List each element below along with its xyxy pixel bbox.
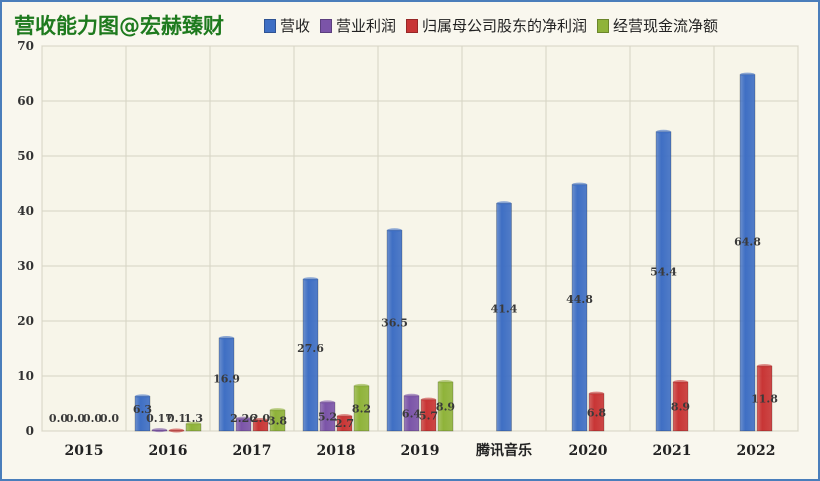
bar-cap-2-1 — [169, 428, 184, 433]
x-tick-label: 腾讯音乐 — [476, 442, 532, 459]
bar-0-6 — [571, 184, 588, 432]
data-label-2-4: 5.7 — [419, 409, 438, 422]
legend-swatch-operating-profit — [320, 18, 333, 33]
data-label-2-6: 6.8 — [587, 406, 606, 419]
data-label-2-7: 8.9 — [671, 401, 690, 414]
data-label-3-2: 3.8 — [268, 415, 287, 428]
bar-cap-0-7 — [656, 129, 671, 134]
bar-cap-2-4 — [421, 397, 436, 402]
x-tick-label: 2020 — [569, 443, 608, 459]
data-label-3-4: 8.9 — [436, 401, 455, 414]
x-tick-label: 2021 — [653, 443, 692, 459]
bar-cap-2-8 — [757, 364, 772, 369]
chart-legend: 营收 营业利润 归属母公司股东的净利润 经营现金流净额 — [264, 15, 718, 36]
bar-cap-1-4 — [404, 393, 419, 398]
data-label-0-2: 16.9 — [213, 373, 240, 386]
bar-cap-3-1 — [186, 421, 201, 426]
data-label-0-1: 6.3 — [133, 403, 152, 416]
bar-cap-1-1 — [152, 428, 167, 433]
x-tick-label: 2022 — [737, 443, 776, 459]
y-tick-label: 40 — [17, 204, 34, 218]
y-tick-label: 10 — [17, 369, 34, 383]
legend-item-cash-flow: 经营现金流净额 — [597, 15, 718, 36]
legend-label-net-profit: 归属母公司股东的净利润 — [422, 17, 588, 35]
x-tick-label: 2018 — [317, 443, 356, 459]
data-label-3-3: 8.2 — [352, 402, 371, 415]
bar-cap-0-8 — [740, 72, 755, 77]
bar-0-4 — [386, 229, 403, 432]
data-label-0-6: 44.8 — [566, 293, 593, 306]
y-tick-label: 0 — [26, 424, 34, 438]
bar-cap-0-3 — [303, 277, 318, 282]
legend-label-revenue: 营收 — [280, 17, 311, 35]
legend-item-revenue: 营收 — [264, 15, 310, 36]
data-label-1-3: 5.2 — [318, 411, 337, 424]
bar-cap-0-5 — [496, 201, 512, 206]
data-label-0-8: 64.8 — [734, 236, 761, 249]
data-label-1-1: 0.17 — [146, 412, 173, 425]
data-label-0-5: 41.4 — [491, 303, 518, 316]
bar-cap-2-2 — [253, 418, 268, 422]
data-label-3-0: 0.0 — [100, 412, 119, 425]
data-label-2-2: 2.0 — [251, 412, 270, 425]
data-label-2-1: 0.1 — [167, 412, 186, 425]
bar-cap-2-3 — [337, 414, 352, 419]
plot-area — [41, 45, 799, 432]
x-tick-label: 2015 — [65, 443, 104, 459]
bar-0-8 — [739, 74, 756, 432]
data-label-0-7: 54.4 — [650, 265, 677, 278]
bar-0-7 — [655, 131, 672, 432]
bar-cap-3-4 — [438, 380, 453, 385]
data-label-0-0: 0.0 — [49, 412, 68, 425]
bar-cap-2-7 — [673, 380, 688, 385]
data-label-0-3: 27.6 — [297, 342, 324, 355]
data-label-3-1: 1.3 — [184, 412, 203, 425]
legend-label-cash-flow: 经营现金流净额 — [613, 17, 719, 35]
legend-swatch-cash-flow — [597, 18, 610, 33]
data-label-2-8: 11.8 — [751, 393, 778, 406]
legend-item-net-profit: 归属母公司股东的净利润 — [406, 15, 587, 36]
y-tick-label: 60 — [17, 94, 34, 108]
data-label-2-0: 0.0 — [83, 412, 102, 425]
data-label-0-4: 36.5 — [381, 317, 408, 330]
bar-cap-0-2 — [219, 336, 234, 341]
x-tick-label: 2017 — [233, 443, 272, 459]
bar-cap-0-6 — [572, 182, 587, 187]
y-tick-label: 20 — [17, 314, 34, 328]
data-label-1-2: 2.26 — [230, 412, 257, 425]
legend-label-operating-profit: 营业利润 — [336, 17, 397, 35]
bar-0-5 — [496, 203, 512, 432]
bar-cap-2-6 — [589, 391, 604, 396]
data-label-2-3: 2.7 — [335, 417, 354, 430]
x-tick-label: 2016 — [149, 443, 188, 459]
legend-item-operating-profit: 营业利润 — [320, 15, 396, 36]
x-tick-label: 2019 — [401, 443, 440, 459]
bar-cap-1-2 — [236, 416, 251, 421]
y-tick-label: 30 — [17, 259, 34, 273]
bar-cap-3-2 — [270, 408, 285, 413]
y-tick-label: 50 — [17, 149, 34, 163]
bar-cap-1-3 — [320, 400, 335, 405]
bar-cap-0-1 — [135, 394, 150, 399]
legend-swatch-revenue — [264, 18, 276, 33]
legend-swatch-net-profit — [406, 18, 419, 33]
chart-title: 营收能力图@宏赫臻财 — [14, 14, 224, 38]
y-tick-label: 70 — [17, 39, 34, 53]
data-label-1-0: 0.0 — [66, 412, 85, 425]
bar-0-3 — [302, 278, 319, 432]
data-label-1-4: 6.4 — [402, 407, 421, 420]
bar-cap-0-4 — [387, 228, 402, 233]
bar-cap-3-3 — [354, 383, 369, 388]
